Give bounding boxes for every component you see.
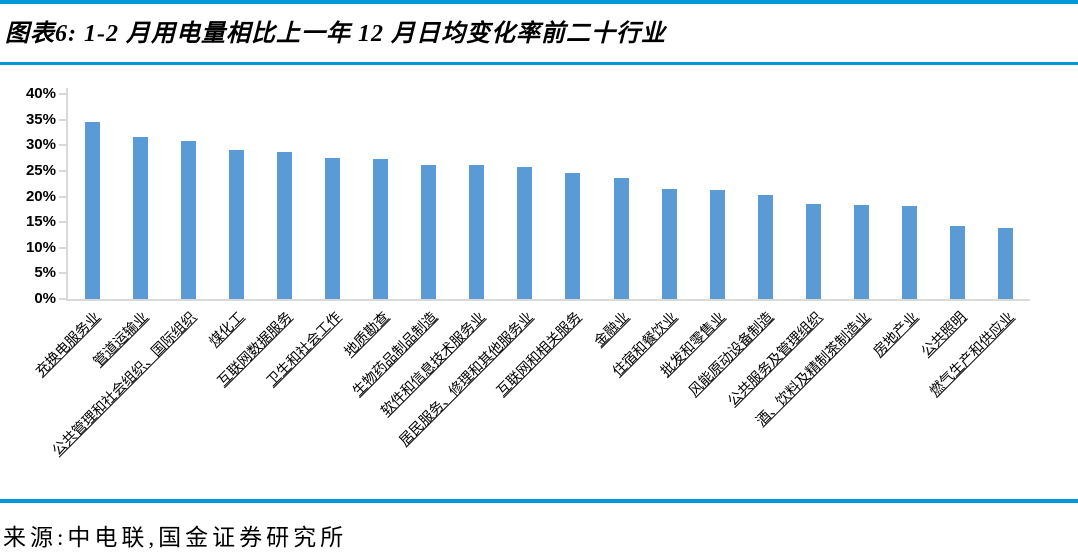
bar-column-2 (116, 94, 164, 299)
bar-6 (325, 157, 341, 299)
bar-column-16 (789, 94, 837, 299)
source-text: 来源:中电联,国金证券研究所 (3, 525, 348, 550)
bar-4 (228, 150, 244, 299)
bar-column-4 (212, 94, 260, 299)
bar-1 (84, 121, 100, 299)
figure-title: 图表6: 1-2 月用电量相比上一年 12 月日均变化率前二十行业 (5, 21, 666, 47)
bar-column-14 (693, 94, 741, 299)
y-tick (59, 298, 66, 300)
bar-3 (180, 141, 196, 299)
bar-column-13 (645, 94, 693, 299)
bar-17 (854, 205, 870, 299)
bar-14 (709, 190, 725, 299)
bar-13 (661, 189, 677, 299)
bar-column-3 (164, 94, 212, 299)
bar-9 (469, 165, 485, 299)
bar-column-18 (886, 94, 934, 299)
y-tick (59, 144, 66, 147)
plot-area (68, 94, 1030, 299)
bar-column-20 (982, 94, 1030, 299)
y-tick-label: 15% (25, 213, 56, 231)
y-tick (59, 272, 66, 275)
y-tick-label: 25% (25, 161, 56, 179)
y-tick (59, 195, 66, 198)
bar-column-8 (405, 94, 453, 299)
y-tick-label: 30% (25, 136, 56, 154)
x-label-text: 互联网和相关服务 (493, 308, 584, 399)
x-axis-labels: 充换电服务业 管道运输业 公共管理和社会组织、国际组织 煤化工 互联网数据服务 卫生和社会… (0, 307, 1040, 487)
bar-chart: 40% 35% 30% 25% 20% 15% 10% 5% 0% 充换电服务业 管道运输业 公共管… (0, 80, 1078, 490)
y-tick-label: 35% (25, 110, 56, 128)
bar-15 (757, 194, 773, 299)
bar-10 (517, 166, 533, 299)
bar-column-19 (934, 94, 982, 299)
y-tick (59, 118, 66, 121)
y-tick (59, 93, 66, 95)
bar-19 (950, 225, 966, 299)
y-tick (59, 221, 66, 224)
bar-5 (276, 151, 292, 299)
x-label-text: 煤化工 (206, 308, 248, 350)
bottom-border-line (0, 499, 1078, 503)
bar-column-9 (453, 94, 501, 299)
bar-column-17 (838, 94, 886, 299)
bar-column-5 (260, 94, 308, 299)
bar-16 (805, 204, 821, 299)
y-tick (59, 169, 66, 172)
bar-column-1 (68, 94, 116, 299)
bar-column-11 (549, 94, 597, 299)
bar-column-12 (597, 94, 645, 299)
top-border-line (0, 0, 1078, 4)
x-label-text: 房地产业 (869, 308, 921, 360)
y-tick-label: 5% (34, 264, 56, 282)
y-axis-line (66, 88, 68, 301)
x-label-text: 充换电服务业 (32, 308, 103, 380)
y-tick-label: 0% (34, 290, 56, 307)
bar-11 (565, 173, 581, 299)
x-label-text: 金融业 (590, 308, 632, 350)
bar-7 (373, 158, 389, 299)
y-tick-label: 10% (25, 238, 56, 256)
bar-18 (902, 206, 918, 299)
y-tick-label: 40% (25, 85, 56, 102)
title-separator-line (0, 62, 1078, 65)
y-tick (59, 246, 66, 249)
bar-column-6 (308, 94, 356, 299)
x-label-text: 燃气生产和供应业 (926, 308, 1017, 399)
bar-20 (998, 228, 1014, 299)
bar-column-10 (501, 94, 549, 299)
bar-8 (421, 164, 437, 299)
bar-column-15 (741, 94, 789, 299)
bar-12 (613, 178, 629, 299)
y-tick-label: 20% (25, 187, 56, 205)
bar-2 (132, 136, 148, 299)
bar-column-7 (357, 94, 405, 299)
x-axis-line (66, 299, 1030, 301)
